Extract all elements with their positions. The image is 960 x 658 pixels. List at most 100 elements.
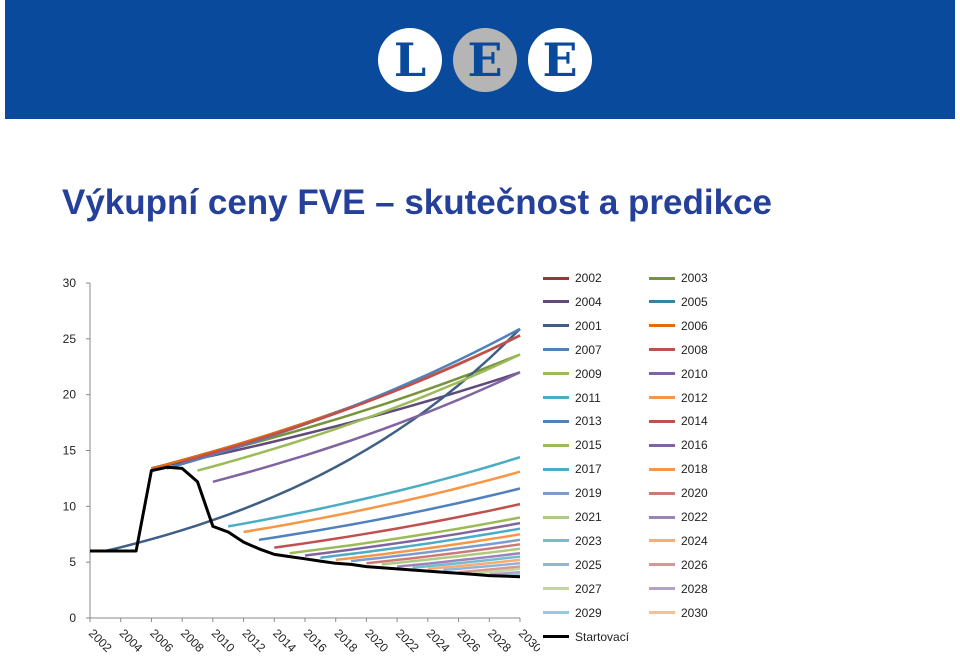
series-line-2001 [105,327,521,553]
legend-label: 2017 [575,462,602,477]
legend-item: 2027 [543,577,602,601]
legend-swatch [543,419,569,423]
legend-swatch [649,563,675,567]
y-tick-label: 15 [63,444,77,458]
legend-label: 2019 [575,486,602,501]
series-line-2021 [381,547,521,566]
legend-label: 2030 [681,605,708,620]
legend-item: 2020 [649,481,708,505]
x-tick-label: 2016 [301,626,330,655]
legend-swatch [649,324,675,328]
legend-swatch [543,491,569,495]
legend-label: 2012 [681,390,708,405]
legend-swatch [543,443,569,447]
legend-label: 2004 [575,294,602,309]
legend-label: 2003 [681,271,708,285]
legend-item: 2019 [543,481,602,505]
series-line-2002 [151,334,521,470]
legend-swatch [649,491,675,495]
series-line-2028 [489,570,521,576]
legend-item: 2004 [543,290,602,314]
legend-label: 2013 [575,414,602,429]
x-tick-label: 2006 [147,626,176,655]
x-tick-label: 2028 [485,626,514,655]
legend-label: 2015 [575,438,602,453]
legend-label: 2020 [681,486,708,501]
series-line-2019 [350,538,521,563]
legend-label: 2006 [681,318,708,333]
legend-swatch [543,396,569,399]
legend-item: 2023 [543,529,602,553]
legend-item: 2010 [649,362,708,386]
series-line-2026 [458,565,521,574]
series-line-2022 [396,551,521,568]
legend-item: 2005 [649,290,708,314]
legend-swatch [543,587,569,591]
legend-item: 2011 [543,386,601,410]
legend-item: 2022 [649,505,708,529]
legend-item: 2021 [543,505,602,529]
x-tick-label: 2012 [239,626,268,655]
x-tick-label: 2026 [454,626,483,655]
legend-item: 2002 [543,266,602,290]
y-tick-label: 30 [63,276,77,290]
legend-swatch [649,419,675,423]
legend-item: 2003 [649,266,708,290]
legend-item: 2017 [543,457,602,481]
series-line-2023 [412,555,521,570]
legend-swatch [543,372,569,376]
legend-label: 2007 [575,342,602,357]
legend-item: Startovací [543,625,629,649]
legend-label: 2009 [575,366,602,381]
legend-swatch [649,300,675,304]
legend-label: 2008 [681,342,708,357]
series-line-2007 [166,327,521,470]
legend-item: 2014 [649,409,708,433]
x-tick-label: 2002 [86,626,115,655]
legend-label: 2028 [681,581,708,596]
legend-label: 2027 [575,581,602,596]
series-line-2012 [243,470,521,534]
series-line-2006 [151,334,521,470]
legend-swatch [543,635,569,638]
y-tick-label: 5 [69,555,76,569]
legend-swatch [543,467,569,471]
feed-in-tariff-chart: 0 5 10 15 20 25 30 2002 2004 2006 2008 2010 2012 2014… [63,276,540,655]
legend-label: 2026 [681,557,708,572]
legend-label: 2029 [575,605,602,620]
legend-item: 2030 [649,601,708,625]
legend-swatch [649,443,675,447]
y-tick-label: 10 [63,499,77,513]
legend-swatch [649,611,675,615]
legend-item: 2008 [649,338,708,362]
legend-label: 2022 [681,510,708,524]
legend-item: 2029 [543,601,602,625]
series-line-2017 [320,527,521,559]
legend-item: 2016 [649,433,708,457]
legend-swatch [649,587,675,591]
series-line-2020 [366,543,521,565]
header-banner: L E E [5,0,955,119]
x-tick-label: 2018 [332,626,361,655]
legend-swatch [543,276,569,280]
legend-label: 2018 [681,462,708,477]
y-tick-label: 25 [63,332,77,346]
legend-item: 2028 [649,577,708,601]
legend-label: 2021 [575,510,602,524]
series-line-Startovací [90,465,521,579]
legend-label: 2016 [681,438,708,453]
legend-swatch [649,515,675,519]
legend-label: 2002 [575,271,602,285]
x-tick-label: 2010 [209,626,238,655]
legend-swatch [543,300,569,304]
series-line-2018 [335,533,521,562]
legend-swatch [543,324,569,328]
x-tick-label: 2030 [516,626,540,655]
series-line-2005 [151,334,521,470]
legend-item: 2012 [649,386,708,410]
legend-swatch [543,515,569,519]
series-line-2009 [197,353,521,472]
legend-label: Startovací [575,629,630,644]
series-line-2027 [473,567,521,575]
series-line-2011 [227,456,521,528]
